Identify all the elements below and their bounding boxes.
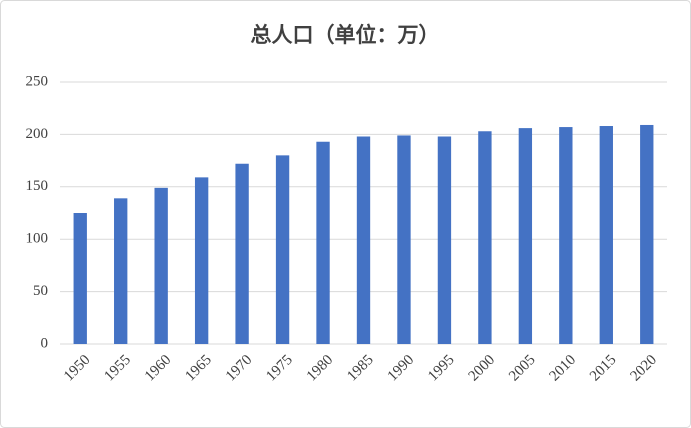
bar	[154, 187, 168, 344]
bar	[316, 141, 330, 344]
bar	[518, 128, 533, 344]
y-tick-label: 50	[33, 283, 48, 299]
bar	[275, 155, 290, 344]
bar	[559, 127, 573, 345]
bar	[397, 135, 411, 344]
bar	[640, 124, 654, 344]
y-tick-label: 100	[26, 231, 49, 247]
y-tick-label: 250	[26, 73, 49, 89]
bar	[437, 136, 452, 344]
y-tick-label: 150	[26, 178, 49, 194]
bar	[73, 213, 87, 344]
bar	[356, 136, 371, 344]
bar	[235, 163, 249, 344]
bar	[599, 126, 613, 345]
chart-title: 总人口（单位：万）	[251, 23, 440, 47]
bar	[478, 131, 492, 344]
bar	[114, 198, 128, 344]
bar	[194, 177, 209, 344]
y-tick-label: 0	[41, 335, 49, 351]
y-tick-label: 200	[26, 126, 49, 142]
